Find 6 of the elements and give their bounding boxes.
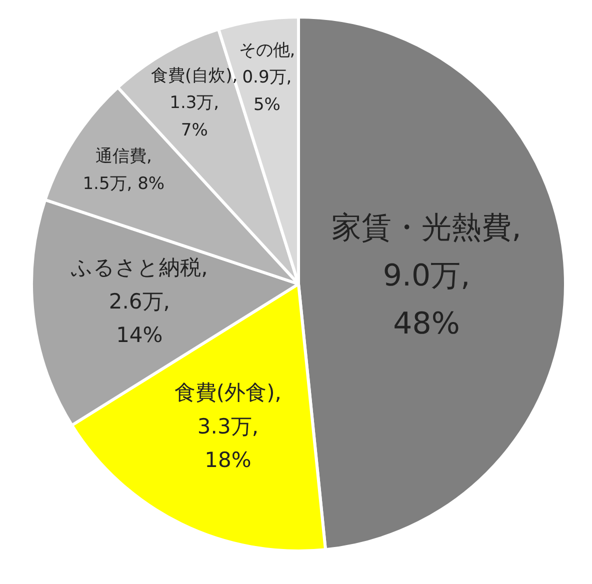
slice-label: ふるさと納税, 2.6万, 14% — [70, 256, 208, 347]
slice-label: その他, 0.9万, 5% — [238, 40, 296, 115]
slice-label: 食費(自炊), 1.3万, 7% — [151, 66, 238, 140]
slice-label: 食費(外食), 3.3万, 18% — [174, 380, 282, 472]
slice-label: 通信費, 1.5万, 8% — [82, 146, 165, 194]
slice-label: 家賃・光熱費, 9.0万, 48% — [332, 210, 522, 342]
